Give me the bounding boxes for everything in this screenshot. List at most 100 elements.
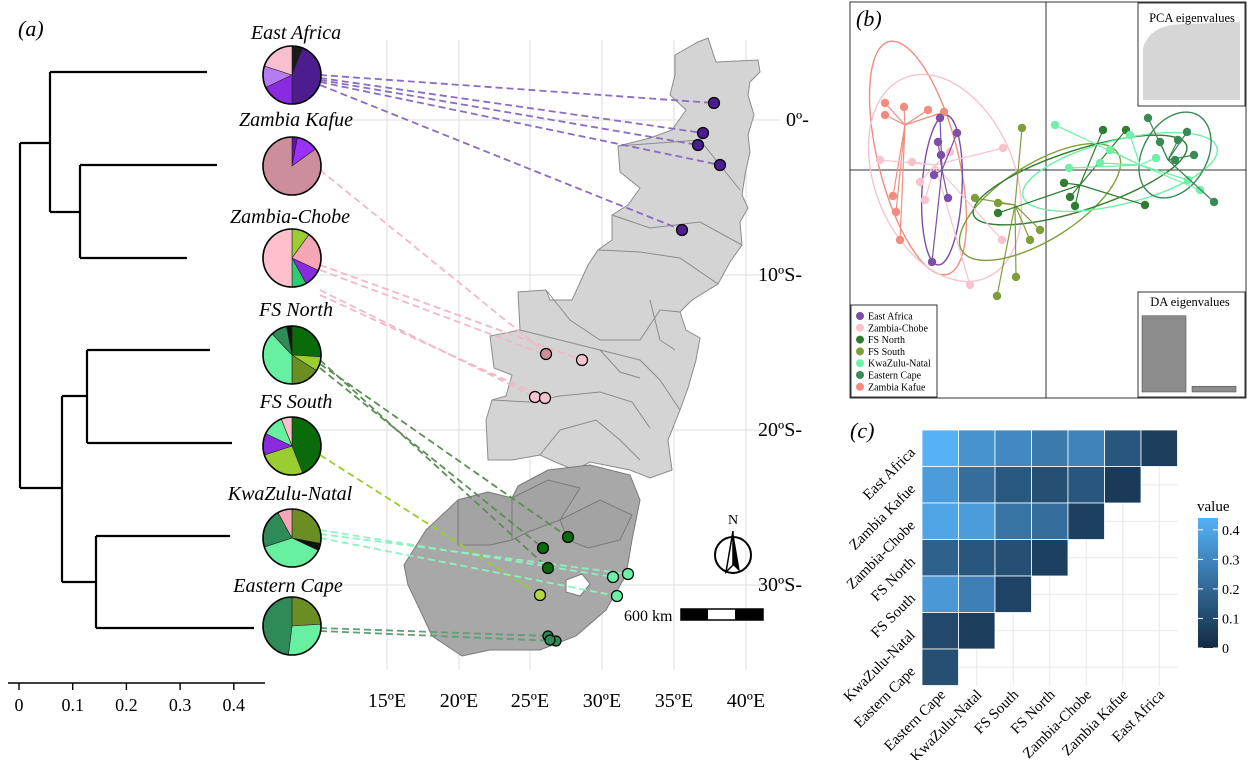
scatter-group-zambia-kafue — [880, 98, 949, 245]
north-arrow-icon: N — [714, 513, 752, 575]
pie-slice — [288, 623, 322, 656]
scatter-spoke — [895, 124, 906, 213]
scatter-point — [933, 137, 943, 147]
heat-legend-tick-label: 0 — [1222, 642, 1229, 657]
pie-eastern-cape — [262, 596, 322, 656]
scatter-point — [1209, 197, 1219, 207]
heatmap-cell — [994, 539, 1032, 577]
scatter-spoke — [941, 169, 949, 199]
lon-label-30: 30ºE — [583, 690, 621, 712]
ellipse-fs-south — [958, 142, 1122, 262]
scatter-spoke — [1139, 164, 1189, 181]
heatmap-cell — [994, 575, 1032, 613]
scatter-point — [1059, 178, 1069, 188]
group-label: FS South — [259, 391, 333, 413]
pie-slice — [262, 228, 293, 288]
scatter-point — [1170, 155, 1180, 165]
scatter-point — [1065, 192, 1075, 202]
heatmap-cell — [921, 648, 959, 686]
points-eastern-cape — [542, 630, 562, 647]
scatter-point — [1189, 150, 1199, 160]
scatter-point — [1155, 137, 1165, 147]
scatter-point — [943, 193, 953, 203]
scatter-point — [915, 177, 925, 187]
group-label: East Africa — [250, 22, 341, 44]
pie-slice — [291, 508, 322, 544]
legend-swatch — [856, 347, 864, 356]
heat-legend-tick-label: 0.1 — [1222, 612, 1240, 627]
scale-bar-label: 600 km — [624, 608, 673, 625]
scatter-point — [891, 207, 901, 217]
scatter-point — [992, 291, 1002, 301]
scatter-point — [993, 198, 1003, 208]
scatter-group-east-africa — [927, 113, 962, 267]
ellipse-eastern-cape — [1138, 111, 1212, 199]
scatter-point — [1017, 123, 1027, 133]
lines-zambia — [319, 169, 583, 399]
scatter-spoke — [1079, 184, 1146, 206]
point-fs-south — [533, 588, 547, 602]
lon-label-15: 15ºE — [368, 690, 406, 712]
legend-swatch — [856, 312, 864, 320]
scatter-spoke — [1129, 134, 1141, 166]
heatmap-cell — [958, 539, 996, 577]
scatter-point — [888, 191, 898, 201]
pca-inset: PCA eigenvalues — [1137, 2, 1246, 107]
heatmap-cell — [921, 539, 959, 577]
scatter-point — [1143, 113, 1153, 123]
legend-entry: FS South — [868, 347, 905, 358]
scatter-spoke — [1014, 127, 1023, 206]
scatter-spoke — [934, 147, 1004, 166]
pca-eigen-bars — [1143, 22, 1240, 100]
scatter-spoke — [1014, 204, 1017, 278]
scatter-point — [998, 143, 1008, 153]
scatter-spoke — [934, 164, 1003, 241]
heatmap-cell — [958, 575, 996, 613]
da-label: DA eigenvalues — [1150, 295, 1230, 309]
scatter-point — [939, 107, 949, 117]
group-label: Zambia-Chobe — [230, 206, 350, 228]
lat-label-20: 20ºS- — [758, 419, 802, 441]
ellipse-kzn — [1021, 131, 1219, 213]
pie-east-africa — [262, 45, 322, 105]
scatter-point — [1070, 201, 1080, 211]
scatter-group-kwazulu-natal — [1050, 120, 1205, 195]
scatter-spoke — [1099, 162, 1141, 166]
legend-swatch — [856, 371, 864, 379]
lon-label-20: 20ºE — [440, 690, 478, 712]
heat-legend-tick-label: 0.3 — [1222, 553, 1240, 568]
scatter-spoke — [899, 124, 906, 241]
scatter-point — [1151, 153, 1161, 163]
scatter-spoke — [1014, 204, 1041, 231]
pie-zambia-kafue — [262, 136, 322, 196]
scatter-point — [936, 150, 946, 160]
lines-fs-north — [319, 359, 569, 569]
lines-kzn — [319, 529, 629, 597]
heatmap-cell — [994, 429, 1032, 467]
legend-swatch — [856, 335, 864, 344]
heatmap-cell — [1067, 466, 1105, 504]
heatmap-cell — [994, 502, 1032, 540]
heatmap-cell — [1031, 502, 1069, 540]
scatter-spoke — [1139, 164, 1201, 191]
da-eigen-bars — [1141, 315, 1237, 393]
lon-label-40: 40ºE — [727, 690, 765, 712]
points-fs-north — [536, 530, 575, 575]
heatmap-cell — [958, 612, 996, 650]
panel-c-label: (c) — [850, 418, 874, 443]
map-borders — [491, 139, 743, 461]
scatter-spoke — [941, 132, 958, 171]
tree-tick-label: 0.1 — [61, 695, 84, 715]
points-kzn — [606, 567, 635, 603]
ellipse-zambia-chobe — [867, 73, 1023, 283]
lon-label-25: 25ºE — [511, 690, 549, 712]
scatter-spoke — [997, 184, 1081, 214]
points-east-africa — [675, 96, 727, 237]
tree-tick-label: 0.3 — [169, 695, 192, 715]
da-eigen-bar — [1191, 385, 1237, 393]
heat-legend-bar — [1198, 518, 1218, 648]
scatter-point — [997, 235, 1007, 245]
